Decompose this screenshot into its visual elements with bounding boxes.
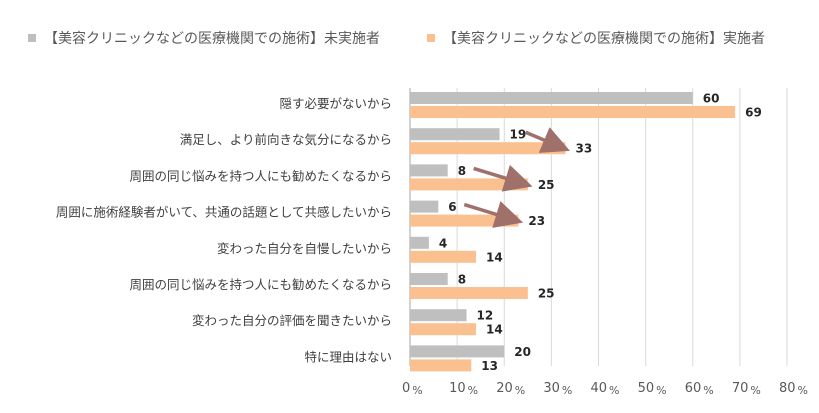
tick-label-50: 50% bbox=[638, 381, 667, 397]
category-label-0: 隠す必要がないから bbox=[279, 96, 392, 111]
bar-s1-c7 bbox=[410, 359, 472, 372]
tick-label-10: 10% bbox=[449, 381, 478, 397]
bar-s1-c2 bbox=[410, 178, 528, 191]
bar-s0-c1 bbox=[410, 128, 500, 141]
bar-s1-c1 bbox=[410, 142, 566, 155]
value-label-s1-c7: 13 bbox=[481, 359, 498, 373]
bar-s1-c0 bbox=[410, 106, 736, 118]
tick-label-20: 20% bbox=[496, 381, 525, 397]
legend: 【美容クリニックなどの医療機関での施術】未実施者 【美容クリニックなどの医療機関で… bbox=[28, 30, 765, 47]
bar-s1-c3 bbox=[410, 214, 519, 227]
legend-label-0: 【美容クリニックなどの医療機関での施術】未実施者 bbox=[44, 30, 380, 47]
value-label-s1-c1: 33 bbox=[576, 142, 593, 156]
annotation-arrow-0 bbox=[524, 127, 570, 153]
bar-s1-c5 bbox=[410, 287, 528, 299]
bar-s0-c3 bbox=[410, 200, 439, 213]
value-label-s0-c7: 20 bbox=[514, 345, 531, 359]
tick-label-80: 80% bbox=[779, 381, 808, 397]
bar-s0-c7 bbox=[410, 345, 505, 358]
value-label-s1-c5: 25 bbox=[538, 287, 555, 301]
category-labels: 隠す必要がないから満足し、より前向きな気分になるから周囲の同じ悩みを持つ人にも勧… bbox=[56, 96, 392, 364]
category-label-4: 変わった自分を自慢したいから bbox=[217, 241, 392, 256]
category-label-5: 周囲の同じ悩みを持つ人にも勧めたくなるから bbox=[129, 277, 392, 292]
category-label-2: 周囲の同じ悩みを持つ人にも勧めたくなるから bbox=[129, 168, 392, 183]
bar-s1-c6 bbox=[410, 323, 476, 336]
category-label-7: 特に理由はない bbox=[304, 349, 392, 364]
tick-label-60: 60% bbox=[685, 381, 714, 397]
tick-label-40: 40% bbox=[591, 381, 620, 397]
value-label-s1-c4: 14 bbox=[486, 250, 503, 264]
tick-label-30: 30% bbox=[543, 381, 572, 397]
value-label-s1-c6: 14 bbox=[486, 323, 503, 337]
bar-s0-c6 bbox=[410, 309, 467, 322]
category-label-3: 周囲に施術経験者がいて、共通の話題として共感したいから bbox=[56, 205, 392, 220]
category-label-6: 変わった自分の評価を聞きたいから bbox=[192, 313, 392, 328]
legend-swatch-0 bbox=[28, 34, 36, 42]
bar-s0-c5 bbox=[410, 273, 448, 285]
tick-labels: 0% 10% 20% 30% 40% 50% 60% 70% 80% bbox=[402, 381, 808, 397]
value-label-s0-c5: 8 bbox=[458, 273, 466, 287]
value-label-s0-c2: 8 bbox=[458, 164, 466, 178]
value-label-s0-c3: 6 bbox=[448, 200, 456, 214]
value-label-s0-c0: 60 bbox=[703, 92, 720, 106]
value-label-s1-c2: 25 bbox=[538, 178, 555, 192]
bar-s0-c4 bbox=[410, 236, 429, 249]
value-label-s0-c1: 19 bbox=[510, 128, 527, 142]
tick-label-0: 0% bbox=[402, 381, 423, 397]
value-label-s1-c0: 69 bbox=[745, 106, 762, 120]
annotation-arrow-1 bbox=[473, 164, 533, 192]
annotation-arrow-2 bbox=[463, 201, 524, 228]
tick-label-70: 70% bbox=[732, 381, 761, 397]
bar-s1-c4 bbox=[410, 250, 476, 263]
annotations bbox=[463, 127, 570, 228]
bar-s0-c2 bbox=[410, 164, 448, 177]
value-label-s0-c6: 12 bbox=[477, 309, 494, 323]
category-label-1: 満足し、より前向きな気分になるから bbox=[180, 132, 392, 147]
value-label-s0-c4: 4 bbox=[439, 236, 447, 250]
legend-swatch-1 bbox=[427, 34, 435, 42]
bar-s0-c0 bbox=[410, 92, 693, 104]
value-label-s1-c3: 23 bbox=[528, 214, 545, 228]
legend-label-1: 【美容クリニックなどの医療機関での施術】実施者 bbox=[443, 30, 765, 47]
